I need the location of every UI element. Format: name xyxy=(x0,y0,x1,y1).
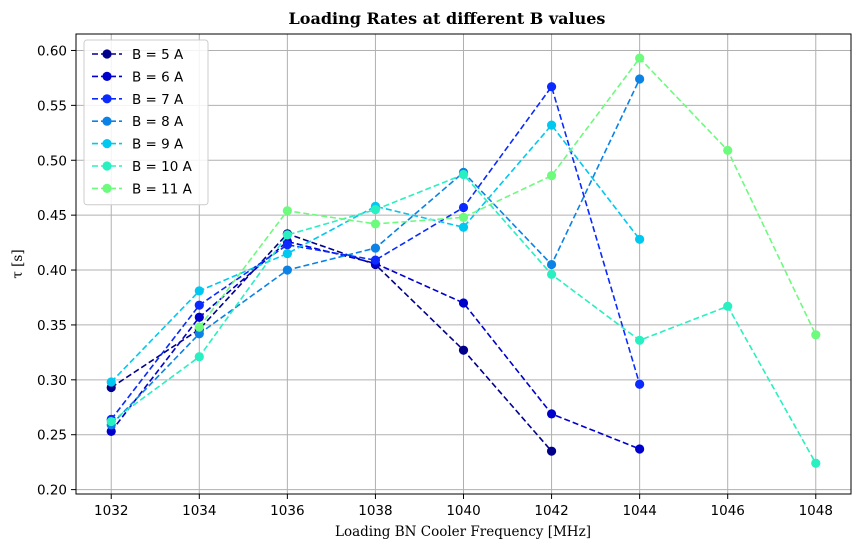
data-point xyxy=(194,286,204,296)
data-point xyxy=(458,345,469,355)
legend-marker xyxy=(102,49,112,59)
y-tick-label: 0.45 xyxy=(37,208,67,224)
y-tick-label: 0.55 xyxy=(37,98,67,114)
legend-label: B = 8 A xyxy=(132,114,184,130)
series-line xyxy=(110,232,553,452)
legend-marker xyxy=(102,183,112,193)
legend-item: B = 9 A xyxy=(92,137,184,153)
x-tick-label: 1038 xyxy=(358,503,392,519)
series-1 xyxy=(106,229,557,456)
data-point xyxy=(458,212,469,222)
data-point xyxy=(194,300,204,310)
y-tick-label: 0.25 xyxy=(37,428,67,444)
series-7 xyxy=(194,53,821,340)
x-tick-label: 1036 xyxy=(270,503,304,519)
data-point xyxy=(635,379,645,389)
legend-marker xyxy=(102,161,112,171)
data-point xyxy=(458,202,469,213)
legend-marker xyxy=(102,71,112,81)
data-point xyxy=(194,322,204,332)
data-point xyxy=(370,255,381,265)
legend: B = 5 A B = 6 A B = 7 A B = 8 A B = 9 A B = 1… xyxy=(83,39,209,206)
legend-label: B = 9 A xyxy=(132,137,184,153)
x-tick-label: 1040 xyxy=(446,503,480,519)
chart-title: Loading Rates at different B values xyxy=(289,9,606,28)
legend-item: B = 11 A xyxy=(92,181,193,197)
legend-marker xyxy=(102,94,112,104)
data-point xyxy=(282,248,292,259)
data-point xyxy=(106,426,116,437)
data-point xyxy=(458,169,469,180)
grid xyxy=(76,34,851,494)
legend-item: B = 8 A xyxy=(92,114,184,130)
y-axis-label: τ [s] xyxy=(10,249,26,278)
legend-label: B = 10 A xyxy=(132,159,193,175)
data-point xyxy=(546,259,557,270)
series-6 xyxy=(106,169,821,468)
data-point xyxy=(546,82,557,92)
legend-box xyxy=(83,39,209,206)
x-axis-label: Loading BN Cooler Frequency [MHz] xyxy=(335,524,591,540)
y-tick-label: 0.50 xyxy=(37,153,67,169)
y-tick-label: 0.20 xyxy=(37,483,67,499)
legend-item: B = 6 A xyxy=(92,69,184,85)
legend-item: B = 5 A xyxy=(92,47,184,63)
legend-item: B = 7 A xyxy=(92,92,184,108)
y-axis-ticks: 0.20 0.25 0.30 0.35 0.40 0.45 0.50 0.55 0.60 xyxy=(37,43,76,499)
x-tick-label: 1042 xyxy=(534,503,568,519)
data-point xyxy=(106,377,116,387)
data-point xyxy=(811,458,821,468)
x-tick-label: 1048 xyxy=(799,503,833,519)
data-point xyxy=(282,230,292,240)
data-point xyxy=(635,234,645,244)
data-point xyxy=(635,335,645,345)
data-point xyxy=(370,219,381,229)
y-tick-label: 0.40 xyxy=(37,263,67,279)
data-point xyxy=(282,265,292,275)
data-point xyxy=(458,298,469,308)
legend-marker xyxy=(102,139,112,149)
data-point xyxy=(282,206,292,216)
data-point xyxy=(546,171,557,181)
series-line xyxy=(198,56,817,336)
data-point xyxy=(546,120,557,130)
x-tick-label: 1046 xyxy=(711,503,745,519)
legend-label: B = 7 A xyxy=(132,92,184,108)
data-point xyxy=(723,301,733,311)
legend-label: B = 6 A xyxy=(132,69,184,85)
data-point xyxy=(723,145,733,155)
y-tick-label: 0.35 xyxy=(37,318,67,334)
data-point xyxy=(370,205,381,215)
data-point xyxy=(282,240,292,250)
data-point xyxy=(635,444,645,454)
data-point xyxy=(811,330,821,340)
data-point xyxy=(635,74,645,84)
data-point xyxy=(106,416,116,427)
legend-label: B = 11 A xyxy=(132,181,193,197)
data-point xyxy=(194,352,204,362)
data-point xyxy=(546,269,557,280)
data-point xyxy=(194,312,204,322)
legend-label: B = 5 A xyxy=(132,47,184,63)
legend-marker xyxy=(102,116,112,126)
data-point xyxy=(546,446,557,456)
y-tick-label: 0.60 xyxy=(37,43,67,59)
data-point xyxy=(458,222,469,232)
series-layer xyxy=(106,53,821,468)
x-tick-label: 1032 xyxy=(94,503,128,519)
data-point xyxy=(194,329,204,339)
data-point xyxy=(546,409,557,419)
legend-item: B = 10 A xyxy=(92,159,193,175)
x-axis-ticks: 1032 1034 1036 1038 1040 1042 1044 1046 1048 xyxy=(94,494,833,519)
series-3 xyxy=(106,82,645,424)
data-point xyxy=(370,243,381,253)
x-tick-label: 1034 xyxy=(182,503,216,519)
y-tick-label: 0.30 xyxy=(37,373,67,389)
x-tick-label: 1044 xyxy=(622,503,656,519)
data-point xyxy=(635,53,645,63)
